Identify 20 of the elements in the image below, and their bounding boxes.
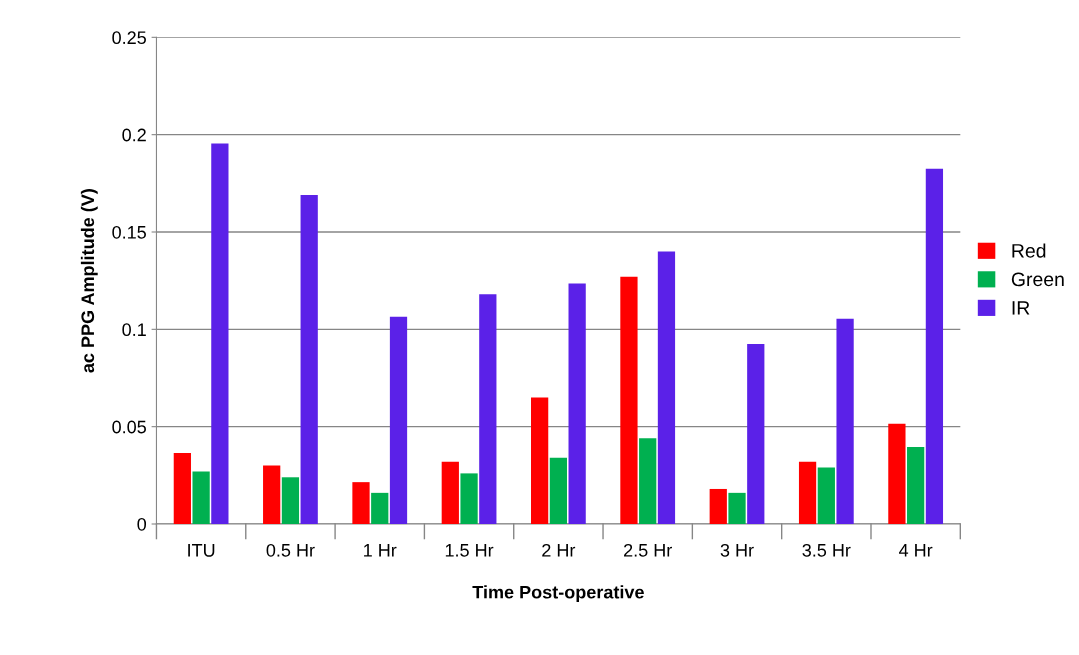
- legend-label: Green: [1011, 272, 1064, 287]
- x-tick-label: 1.5 Hr: [445, 544, 494, 557]
- y-tick-label: 0.2: [122, 128, 146, 142]
- x-tick-label: 0.5 Hr: [266, 543, 315, 557]
- legend-label: Red: [1012, 243, 1046, 258]
- x-tick-label: 2.5 Hr: [624, 543, 672, 557]
- legend-label: IR: [1012, 301, 1030, 315]
- x-axis-title: Time Post-operative: [472, 585, 644, 603]
- x-tick-label: 3 Hr: [720, 543, 754, 557]
- x-tick-label: 3.5 Hr: [802, 543, 851, 557]
- y-tick-label: 0.25: [112, 31, 146, 45]
- y-tick-label: 0: [137, 517, 147, 531]
- y-tick-label: 0.1: [122, 323, 146, 337]
- x-tick-label: ITU: [188, 544, 215, 557]
- x-tick-label: 2 Hr: [542, 543, 576, 557]
- x-tick-label: 1 Hr: [364, 544, 397, 557]
- y-axis-title: ac PPG Amplitude (V): [80, 189, 98, 373]
- y-tick-label: 0.05: [112, 420, 146, 434]
- x-tick-label: 4 Hr: [899, 544, 933, 557]
- y-tick-label: 0.15: [112, 225, 146, 239]
